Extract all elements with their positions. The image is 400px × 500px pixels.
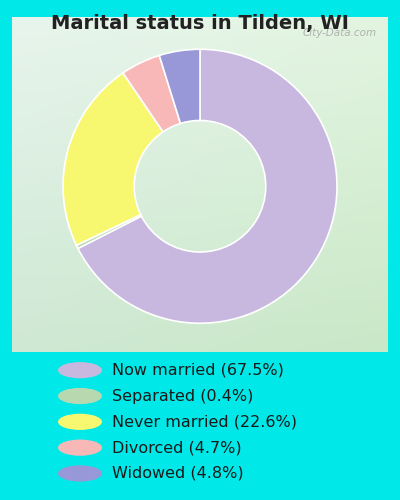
Text: Separated (0.4%): Separated (0.4%) [112, 388, 253, 404]
Wedge shape [76, 214, 142, 248]
Circle shape [58, 388, 102, 404]
Wedge shape [78, 50, 337, 323]
Text: Marital status in Tilden, WI: Marital status in Tilden, WI [51, 14, 349, 33]
Wedge shape [123, 56, 180, 132]
Circle shape [58, 440, 102, 456]
Text: Divorced (4.7%): Divorced (4.7%) [112, 440, 242, 455]
Text: Never married (22.6%): Never married (22.6%) [112, 414, 297, 430]
Text: Widowed (4.8%): Widowed (4.8%) [112, 466, 244, 481]
Wedge shape [159, 50, 200, 124]
Text: Now married (67.5%): Now married (67.5%) [112, 362, 284, 378]
Wedge shape [63, 73, 163, 246]
Circle shape [58, 466, 102, 481]
Text: City-Data.com: City-Data.com [302, 28, 377, 38]
Circle shape [58, 414, 102, 430]
Circle shape [58, 362, 102, 378]
